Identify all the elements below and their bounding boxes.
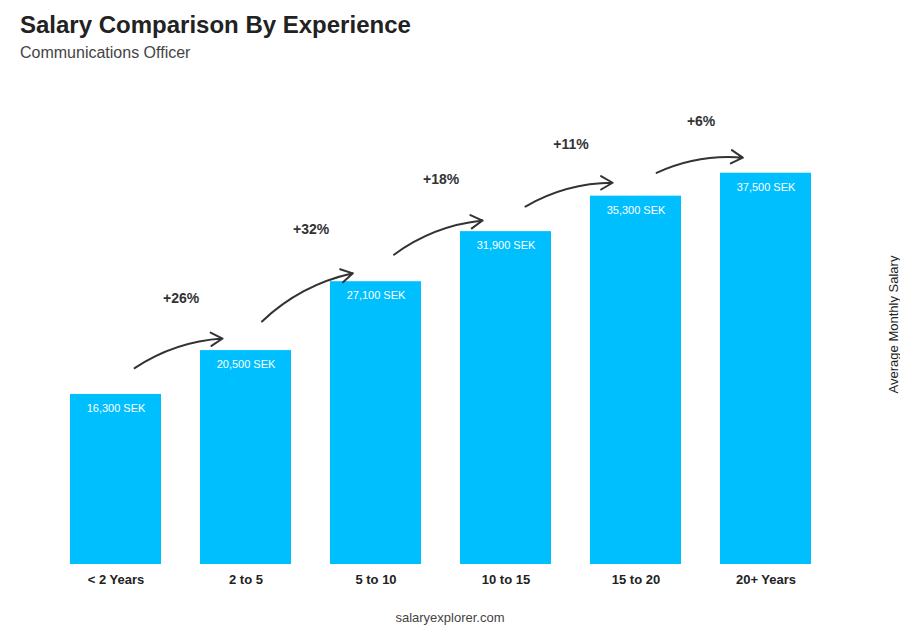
svg-text:2 to 5: 2 to 5 <box>229 572 263 587</box>
html-text:Salary Comparison By Experienc: Salary Comparison By Experience <box>20 11 411 38</box>
svg-text:20+ Years: 20+ Years <box>736 572 796 587</box>
svg-text:+11%: +11% <box>553 136 589 152</box>
svg-text:Average Monthly Salary: Average Monthly Salary <box>886 255 900 393</box>
svg-text:27,100 SEK: 27,100 SEK <box>347 289 406 301</box>
svg-text:< 2 Years: < 2 Years <box>88 572 145 587</box>
svg-text:31,900 SEK: 31,900 SEK <box>477 239 536 251</box>
svg-text:5 to 10: 5 to 10 <box>355 572 396 587</box>
svg-text:16,300 SEK: 16,300 SEK <box>87 402 146 414</box>
svg-text:37,500 SEK: 37,500 SEK <box>737 181 796 193</box>
svg-text:20,500 SEK: 20,500 SEK <box>217 358 276 370</box>
svg-text:35,300 SEK: 35,300 SEK <box>607 204 666 216</box>
html-text:Communications Officer: Communications Officer <box>20 44 191 61</box>
svg-text:+26%: +26% <box>163 290 200 306</box>
html-text:salaryexplorer.com: salaryexplorer.com <box>395 610 505 625</box>
svg-text:+6%: +6% <box>687 113 716 129</box>
svg-text:10 to 15: 10 to 15 <box>482 572 530 587</box>
svg-text:+18%: +18% <box>423 171 460 187</box>
svg-text:+32%: +32% <box>293 221 330 237</box>
svg-text:15 to 20: 15 to 20 <box>612 572 660 587</box>
